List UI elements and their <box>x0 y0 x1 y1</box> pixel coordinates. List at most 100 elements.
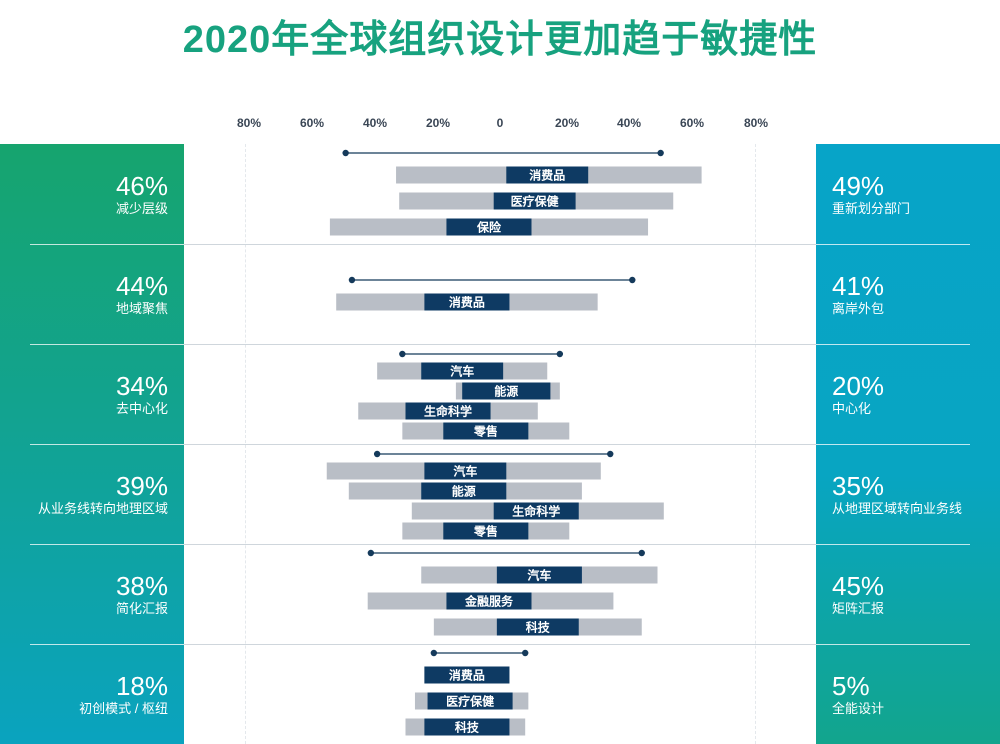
range-dot <box>367 549 375 557</box>
left-label: 去中心化 <box>115 401 168 416</box>
axis-tick: 60% <box>679 116 705 130</box>
left-label: 简化汇报 <box>115 601 168 616</box>
bar-core <box>405 402 491 420</box>
range-dot <box>638 549 645 557</box>
right-label: 从地理区域转向业务线 <box>832 501 963 516</box>
panel-divider <box>816 544 970 545</box>
right-percent: 45% <box>832 571 885 601</box>
panel-divider <box>816 344 970 345</box>
panel-divider <box>816 644 970 645</box>
section-divider <box>184 644 816 645</box>
left-percent: 38% <box>115 571 168 601</box>
bar-label: 保险 <box>476 220 502 235</box>
range-dot <box>629 276 636 284</box>
panel-divider <box>30 644 184 645</box>
bar-label: 医疗保健 <box>446 694 495 709</box>
range-dot <box>348 276 356 284</box>
left-item: 18% 初创模式 / 枢纽 <box>79 672 168 718</box>
bar-core <box>496 618 579 636</box>
panel-divider <box>30 544 184 545</box>
right-item: 35% 从地理区域转向业务线 <box>832 472 962 518</box>
bar-label: 零售 <box>473 424 498 439</box>
panel-divider <box>30 344 184 345</box>
bar-label: 科技 <box>455 720 480 735</box>
axis-tick: 60% <box>299 116 325 130</box>
bar-core <box>424 293 510 311</box>
bar-label: 能源 <box>494 384 518 399</box>
axis-tick: 80% <box>743 116 769 130</box>
range-dot <box>430 649 438 657</box>
left-label: 地域聚焦 <box>115 301 168 316</box>
left-item: 44% 地域聚焦 <box>116 272 168 318</box>
section-divider <box>184 544 816 545</box>
left-label: 减少层级 <box>115 201 168 216</box>
bar-label: 能源 <box>452 484 476 499</box>
range-dot <box>373 450 381 458</box>
right-percent: 41% <box>832 271 885 301</box>
bar-label: 汽车 <box>450 364 474 379</box>
x-axis: 80% 60% 40% 20% 0 20% 40% 60% 80% <box>0 116 1000 136</box>
axis-tick: 20% <box>425 116 451 130</box>
bar-core <box>496 566 582 584</box>
right-label: 全能设计 <box>832 701 885 716</box>
bar-label: 医疗保健 <box>511 194 560 209</box>
right-label: 离岸外包 <box>832 301 885 316</box>
panel-divider <box>30 244 184 245</box>
section-divider <box>184 344 816 345</box>
bar-label: 汽车 <box>527 568 551 583</box>
axis-tick: 0 <box>496 116 504 130</box>
page-title: 2020年全球组织设计更加趋于敏捷性 <box>182 19 818 61</box>
range-dot <box>399 350 406 358</box>
right-percent: 35% <box>832 471 885 501</box>
bar-core <box>446 592 532 610</box>
right-label: 中心化 <box>832 401 872 416</box>
bar-label: 汽车 <box>453 464 477 479</box>
bar-label: 生命科学 <box>424 404 472 419</box>
panel-divider <box>816 244 970 245</box>
right-percent: 20% <box>832 371 885 401</box>
bar-core <box>443 522 529 540</box>
bar-core <box>424 666 510 684</box>
bar-core <box>493 192 576 210</box>
axis-tick: 40% <box>616 116 642 130</box>
bar-core <box>421 362 504 380</box>
bar-label: 科技 <box>526 620 551 635</box>
right-item: 5% 全能设计 <box>832 672 884 718</box>
range-dot <box>522 649 529 657</box>
left-label: 初创模式 / 枢纽 <box>79 701 168 716</box>
right-percent: 49% <box>832 171 885 201</box>
panel-divider <box>30 444 184 445</box>
range-dot <box>342 149 349 157</box>
range-dot <box>556 350 564 358</box>
right-label: 矩阵汇报 <box>832 601 885 616</box>
bar-core <box>421 482 507 500</box>
bar-core <box>446 218 532 236</box>
bar-label: 金融服务 <box>464 594 514 609</box>
right-item: 49% 重新划分部门 <box>832 172 910 218</box>
right-percent: 5% <box>832 671 870 701</box>
left-percent: 18% <box>115 671 168 701</box>
section-divider <box>184 444 816 445</box>
bar-label: 零售 <box>473 524 498 539</box>
bar-label: 生命科学 <box>512 504 560 519</box>
right-label: 重新划分部门 <box>832 201 911 216</box>
left-percent: 46% <box>115 171 168 201</box>
section-divider <box>184 244 816 245</box>
right-item: 41% 离岸外包 <box>832 272 884 318</box>
right-item: 20% 中心化 <box>832 372 884 418</box>
left-item: 46% 减少层级 <box>116 172 168 218</box>
bar-label: 消费品 <box>449 668 485 683</box>
bar-core <box>443 422 529 440</box>
left-percent: 39% <box>115 471 168 501</box>
range-dot <box>607 450 614 458</box>
left-percent: 44% <box>115 271 168 301</box>
bar-core <box>506 166 589 184</box>
bar-label: 消费品 <box>529 168 565 183</box>
left-item: 38% 简化汇报 <box>116 572 168 618</box>
left-item: 34% 去中心化 <box>116 372 168 418</box>
bar-core <box>427 692 513 710</box>
axis-tick: 40% <box>362 116 388 130</box>
left-percent: 34% <box>115 371 168 401</box>
bar-core <box>462 382 551 400</box>
